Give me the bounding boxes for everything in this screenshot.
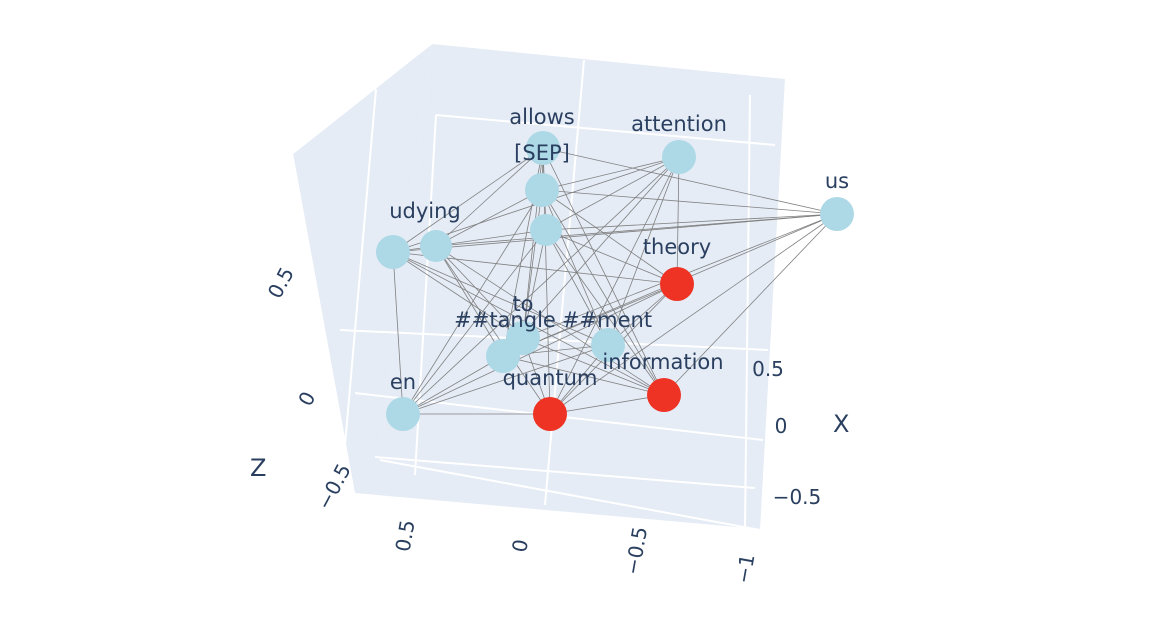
y-tick-label: 0.5 bbox=[391, 518, 420, 553]
node-marker[interactable] bbox=[376, 235, 410, 269]
edge bbox=[542, 147, 838, 215]
edge bbox=[541, 156, 680, 191]
node-marker[interactable] bbox=[530, 214, 562, 246]
edge bbox=[522, 337, 665, 396]
node-marker[interactable] bbox=[647, 378, 681, 412]
node-marker[interactable] bbox=[525, 173, 559, 207]
edge bbox=[502, 355, 665, 396]
edge bbox=[435, 189, 543, 247]
edge bbox=[392, 251, 524, 339]
node-marker[interactable] bbox=[660, 267, 694, 301]
z-tick-label: 0.5 bbox=[263, 263, 299, 302]
y-tick-label: 0 bbox=[507, 537, 533, 554]
edge bbox=[545, 229, 678, 285]
node-marker[interactable] bbox=[662, 140, 696, 174]
edge bbox=[502, 156, 680, 357]
edge bbox=[676, 156, 680, 285]
edge bbox=[541, 189, 838, 215]
network-nodes bbox=[376, 131, 854, 431]
gridline bbox=[744, 94, 751, 529]
x-axis-title: X bbox=[833, 410, 849, 438]
node-marker[interactable] bbox=[533, 397, 567, 431]
node-label: ##ment bbox=[562, 308, 652, 332]
node-label: theory bbox=[643, 235, 711, 259]
edge bbox=[392, 213, 838, 253]
z-axis-title: Z bbox=[250, 454, 266, 482]
edge bbox=[522, 229, 547, 339]
edge bbox=[663, 213, 838, 396]
edge bbox=[402, 156, 680, 415]
node-marker[interactable] bbox=[591, 328, 625, 362]
edge bbox=[549, 213, 838, 415]
edge bbox=[435, 245, 551, 415]
gridline bbox=[344, 88, 377, 446]
edge bbox=[392, 147, 544, 253]
edge bbox=[402, 344, 609, 415]
left-wall-pane bbox=[293, 43, 432, 493]
edge bbox=[435, 213, 838, 247]
floor-pane bbox=[355, 460, 760, 530]
x-tick-label: 0.5 bbox=[752, 357, 784, 381]
z-tick-label: −0.5 bbox=[312, 460, 356, 514]
edge bbox=[435, 147, 544, 247]
node-marker[interactable] bbox=[386, 397, 420, 431]
edge bbox=[392, 251, 609, 346]
y-tick-label: −1 bbox=[731, 552, 760, 585]
y-tick-label: −0.5 bbox=[620, 525, 652, 577]
edge bbox=[545, 213, 838, 231]
node-marker[interactable] bbox=[420, 230, 452, 262]
edge bbox=[402, 283, 678, 415]
edge bbox=[549, 156, 680, 415]
x-tick-label: −0.5 bbox=[773, 485, 822, 509]
edge bbox=[545, 229, 665, 396]
edge bbox=[435, 245, 504, 357]
edge bbox=[541, 189, 665, 396]
gridline bbox=[435, 114, 776, 146]
node-label: ##tangle bbox=[454, 308, 556, 332]
node-labels: allows [SEP] attention us udying theory to##ta… bbox=[389, 105, 849, 394]
node-label: to bbox=[512, 292, 533, 316]
edge bbox=[542, 147, 665, 396]
gridline bbox=[374, 456, 756, 489]
gridline bbox=[431, 42, 786, 79]
edge bbox=[522, 189, 543, 339]
node-marker[interactable] bbox=[486, 339, 520, 373]
edge bbox=[435, 245, 524, 339]
edge bbox=[607, 156, 680, 346]
node-marker[interactable] bbox=[526, 131, 560, 165]
node-label: information bbox=[602, 350, 723, 374]
gridline bbox=[292, 42, 433, 154]
edge bbox=[392, 251, 404, 415]
node-label: allows bbox=[509, 105, 575, 129]
gridline bbox=[379, 459, 761, 531]
node-label: us bbox=[825, 169, 849, 193]
node-label: attention bbox=[631, 112, 727, 136]
node-label: udying bbox=[389, 199, 461, 223]
node-marker[interactable] bbox=[820, 197, 854, 231]
edge bbox=[402, 189, 543, 415]
gridline bbox=[339, 329, 769, 351]
node-label: [SEP] bbox=[514, 141, 570, 165]
edge bbox=[435, 229, 547, 247]
edge bbox=[549, 394, 665, 415]
node-label: en bbox=[390, 370, 416, 394]
edge bbox=[541, 189, 678, 285]
edge bbox=[402, 229, 547, 415]
edge bbox=[435, 245, 665, 396]
z-tick-label: 0 bbox=[293, 387, 320, 410]
edge bbox=[545, 156, 680, 231]
edge bbox=[402, 355, 504, 415]
node-label: quantum bbox=[503, 366, 598, 390]
x-tick-label: 0 bbox=[775, 414, 788, 438]
edge bbox=[545, 229, 609, 346]
